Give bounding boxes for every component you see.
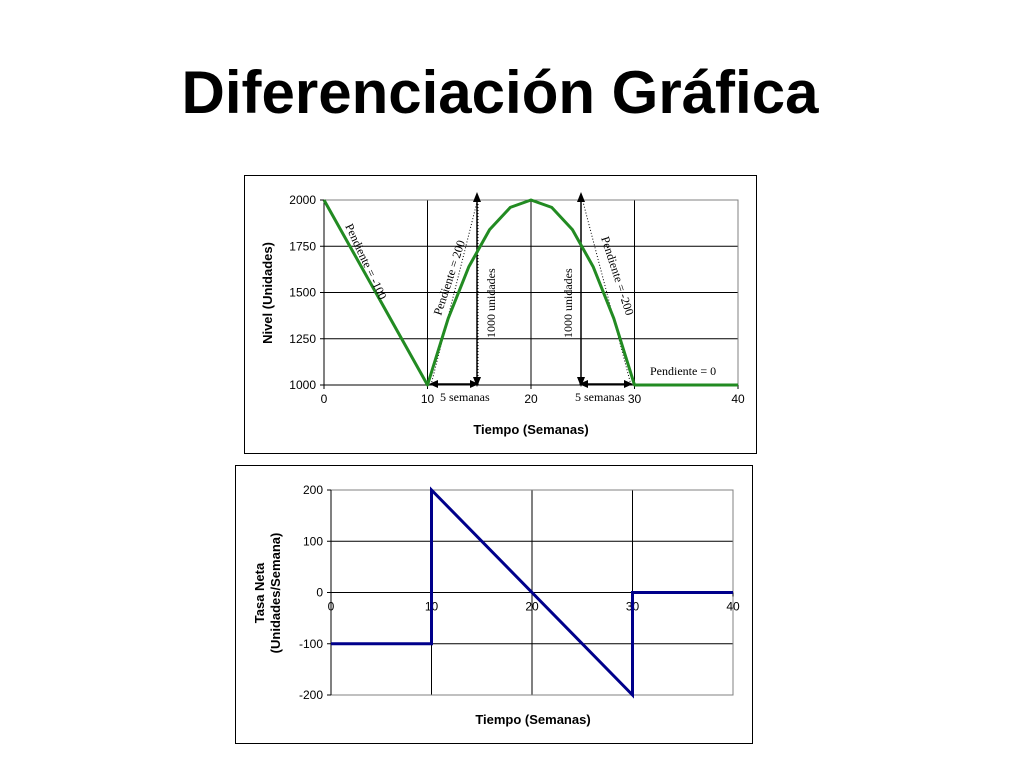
rate-y-tick-label: -100 <box>299 637 323 651</box>
annot-units-left: 1000 unidades <box>484 268 498 338</box>
level-x-tick-label: 20 <box>524 392 538 406</box>
rate-y-tick-label: -200 <box>299 688 323 702</box>
level-y-tick-label: 1250 <box>289 332 316 346</box>
annot-units-right: 1000 unidades <box>561 268 575 338</box>
rate-x-tick-label: 20 <box>525 600 539 614</box>
arrow-head-up-left <box>473 192 481 202</box>
rate-chart-y-ticks: -200 -100 0 100 200 <box>299 483 331 702</box>
annot-slope-200: Pendiente = 200 <box>431 238 468 317</box>
arrow-head-5wk-left-a <box>429 380 438 388</box>
rate-y-axis-title-line2: (Unidades/Semana) <box>268 533 283 654</box>
annot-slope-0: Pendiente = 0 <box>650 364 716 378</box>
level-y-tick-label: 1750 <box>289 239 316 253</box>
level-chart-guides <box>429 192 633 388</box>
level-chart-svg: 0 10 20 30 40 1000 1250 1500 1750 2000 Pendiente… <box>260 192 745 437</box>
level-series-line <box>322 198 738 387</box>
level-x-tick-label: 40 <box>731 392 745 406</box>
rate-y-tick-label: 200 <box>303 483 323 497</box>
level-y-tick-label: 1000 <box>289 378 316 392</box>
rate-y-axis-title-line1: Tasa Neta <box>252 562 267 623</box>
arrow-head-up-right <box>577 192 585 202</box>
rate-x-tick-label: 0 <box>328 600 335 614</box>
level-y-tick-label: 1500 <box>289 286 316 300</box>
rate-x-axis-title: Tiempo (Semanas) <box>475 712 590 727</box>
rate-chart: 0 10 20 30 40 -200 -100 0 100 200 Tiempo (Semana… <box>235 465 753 744</box>
tangent-dotted-left-diag <box>430 197 479 386</box>
arrow-head-5wk-right-b <box>624 380 633 388</box>
annot-slope-neg200: Pendiente = -200 <box>598 235 637 317</box>
level-chart: 0 10 20 30 40 1000 1250 1500 1750 2000 Pendiente… <box>244 175 757 454</box>
rate-x-tick-label: 40 <box>726 600 740 614</box>
level-x-axis-title: Tiempo (Semanas) <box>473 422 588 437</box>
level-chart-x-ticks: 0 10 20 30 40 <box>321 385 745 406</box>
rate-y-tick-label: 100 <box>303 534 323 548</box>
annot-slope-neg100: Pendiente = -100 <box>342 221 389 301</box>
level-x-tick-label: 30 <box>628 392 642 406</box>
rate-y-tick-label: 0 <box>316 586 323 600</box>
annot-weeks-left: 5 semanas <box>440 390 490 404</box>
arrow-head-5wk-right-a <box>579 380 588 388</box>
tangent-dotted-right-diag <box>581 197 632 386</box>
arrow-head-5wk-left-b <box>470 380 479 388</box>
arrow-head-down-left <box>473 377 481 387</box>
annot-weeks-right: 5 semanas <box>575 390 625 404</box>
page-title: Diferenciación Gráfica <box>181 59 819 126</box>
level-chart-annotations: Pendiente = -100 Pendiente = 200 Pendien… <box>342 221 716 404</box>
level-x-tick-label: 10 <box>421 392 435 406</box>
rate-series-line <box>331 486 733 699</box>
level-y-tick-label: 2000 <box>289 193 316 207</box>
arrow-head-down-right <box>577 377 585 387</box>
level-x-tick-label: 0 <box>321 392 328 406</box>
level-y-axis-title: Nivel (Unidades) <box>260 242 275 344</box>
level-chart-y-ticks: 1000 1250 1500 1750 2000 <box>289 193 324 392</box>
